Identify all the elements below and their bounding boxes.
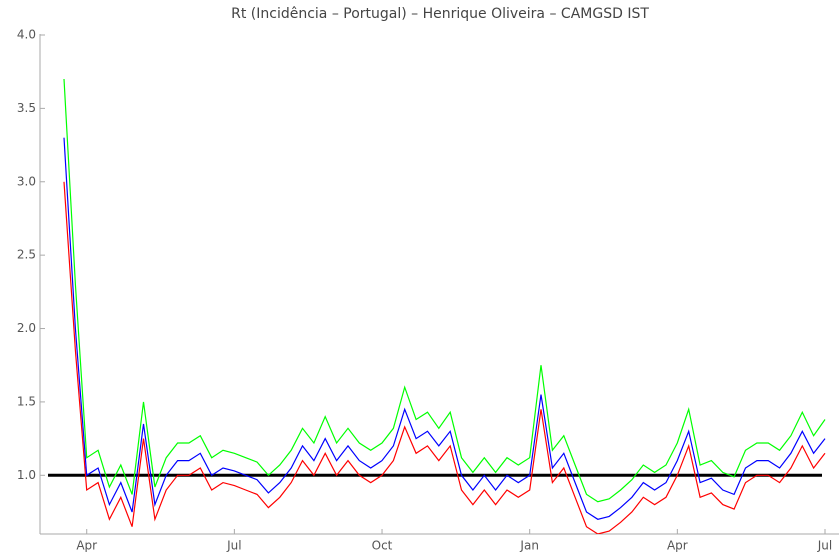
plot-area [48,78,826,534]
y-tick-label: 4.0 [17,28,36,42]
y-tick-label: 3.5 [17,101,36,115]
series-line [63,181,826,534]
y-tick-label: 2.0 [17,321,36,335]
y-tick-label: 1.5 [17,394,36,408]
y-tick-label: 2.5 [17,248,36,262]
x-tick-label: Jul [817,539,832,553]
x-tick-label: Oct [372,539,393,553]
y-tick-label: 1.0 [17,468,36,482]
series-line [63,78,826,503]
y-tick-label: 3.0 [17,174,36,188]
series-line [63,137,826,520]
x-tick-label: Jul [226,539,241,553]
x-tick-label: Jan [519,539,539,553]
x-tick-label: Apr [76,539,97,553]
chart-title: Rt (Incidência – Portugal) – Henrique Ol… [231,6,649,22]
x-tick-label: Apr [667,539,688,553]
